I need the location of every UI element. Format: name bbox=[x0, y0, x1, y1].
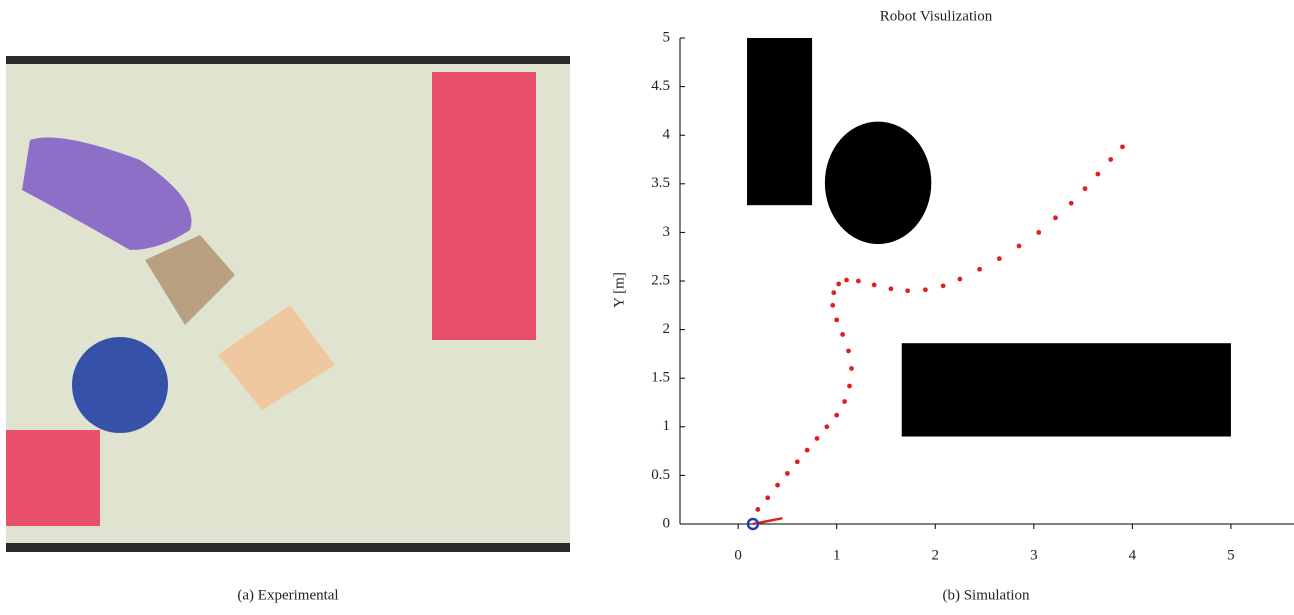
y-tick-label: 2.5 bbox=[651, 272, 670, 288]
trajectory-point bbox=[834, 317, 839, 322]
trajectory-point bbox=[941, 283, 946, 288]
trajectory-point bbox=[831, 290, 836, 295]
obstacle bbox=[902, 343, 1231, 436]
border bbox=[6, 543, 570, 552]
trajectory-point bbox=[755, 507, 760, 512]
figure: (a) Experimental (b) Simulation Robot Vi… bbox=[0, 0, 1294, 610]
x-tick-label: 4 bbox=[1129, 547, 1137, 563]
trajectory-point bbox=[840, 332, 845, 337]
trajectory-point bbox=[836, 282, 841, 287]
y-tick-label: 3.5 bbox=[651, 175, 670, 191]
trajectory-point bbox=[923, 287, 928, 292]
trajectory-point bbox=[977, 267, 982, 272]
y-tick-label: 2 bbox=[663, 321, 671, 337]
trajectory-point bbox=[1036, 230, 1041, 235]
trajectory-point bbox=[1017, 244, 1022, 249]
trajectory-point bbox=[805, 448, 810, 453]
y-tick-label: 5 bbox=[663, 29, 671, 45]
box bbox=[6, 430, 100, 526]
y-tick-label: 0.5 bbox=[651, 467, 670, 483]
trajectory-point bbox=[795, 459, 800, 464]
trajectory-point bbox=[785, 471, 790, 476]
trajectory-point bbox=[849, 366, 854, 371]
trajectory-point bbox=[1108, 157, 1113, 162]
caption: (a) Experimental bbox=[237, 587, 338, 603]
y-tick-label: 1.5 bbox=[651, 370, 670, 386]
y-tick-label: 4 bbox=[663, 127, 671, 143]
trajectory-point bbox=[957, 277, 962, 282]
trajectory-point bbox=[889, 286, 894, 291]
trajectory-point bbox=[765, 495, 770, 500]
trajectory-point bbox=[846, 349, 851, 354]
trajectory-point bbox=[830, 303, 835, 308]
trajectory-point bbox=[775, 483, 780, 488]
y-tick-label: 4.5 bbox=[651, 78, 670, 94]
x-tick-label: 0 bbox=[734, 547, 742, 563]
trajectory-point bbox=[872, 282, 877, 287]
y-tick-label: 1 bbox=[663, 418, 671, 434]
trajectory-point bbox=[856, 279, 861, 284]
trajectory-point bbox=[842, 399, 847, 404]
trajectory-point bbox=[834, 413, 839, 418]
chart-title: Robot Visulization bbox=[880, 8, 993, 24]
trajectory-point bbox=[997, 256, 1002, 261]
trajectory-point bbox=[1120, 144, 1125, 149]
caption: (b) Simulation bbox=[942, 587, 1030, 603]
y-axis-label: Y [m] bbox=[611, 272, 627, 308]
x-tick-label: 1 bbox=[833, 547, 841, 563]
border bbox=[6, 56, 570, 64]
y-tick-label: 0 bbox=[663, 515, 671, 531]
ball bbox=[72, 337, 168, 433]
obstacle bbox=[747, 38, 812, 205]
trajectory-point bbox=[1095, 172, 1100, 177]
trajectory-point bbox=[844, 278, 849, 283]
x-tick-label: 3 bbox=[1030, 547, 1038, 563]
trajectory-point bbox=[1069, 201, 1074, 206]
trajectory-point bbox=[815, 436, 820, 441]
obstacle bbox=[825, 122, 931, 244]
trajectory-point bbox=[847, 384, 852, 389]
trajectory-point bbox=[1083, 186, 1088, 191]
x-tick-label: 5 bbox=[1227, 547, 1235, 563]
trajectory-point bbox=[905, 288, 910, 293]
trajectory-point bbox=[824, 424, 829, 429]
y-tick-label: 3 bbox=[663, 224, 671, 240]
x-tick-label: 2 bbox=[932, 547, 940, 563]
box bbox=[432, 72, 536, 340]
trajectory-point bbox=[1053, 215, 1058, 220]
experiment-photo bbox=[6, 56, 570, 552]
